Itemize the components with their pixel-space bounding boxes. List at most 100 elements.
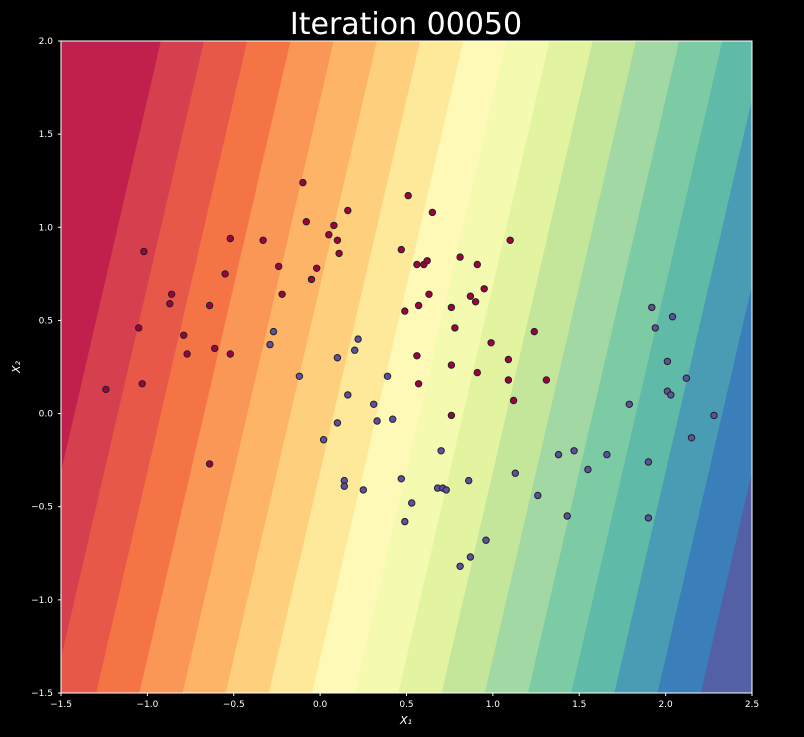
point-class-blue (383, 372, 392, 380)
point-class-blue (554, 450, 563, 459)
point-class-red (530, 327, 538, 336)
contour-band (182, 41, 378, 693)
point-class-blue (687, 434, 696, 442)
point-class-red (542, 376, 551, 384)
point-class-blue (682, 374, 691, 382)
contour-band (139, 41, 335, 693)
point-class-blue (373, 417, 381, 425)
point-class-blue (667, 391, 675, 399)
point-class-red (180, 331, 188, 339)
point-class-red (330, 221, 338, 230)
point-class-blue (710, 411, 718, 420)
point-class-red (487, 339, 495, 347)
contour-band (441, 41, 637, 693)
point-class-red (307, 275, 316, 284)
point-class-red (471, 298, 480, 306)
point-class-red (423, 257, 431, 265)
point-class-blue (340, 482, 348, 490)
point-class-red (302, 218, 310, 226)
point-class-blue (344, 391, 352, 399)
point-class-blue (456, 562, 464, 570)
point-class-blue (269, 327, 278, 336)
point-class-blue (319, 436, 328, 444)
point-class-red (167, 290, 176, 298)
point-class-blue (482, 536, 490, 544)
point-class-blue (442, 486, 450, 494)
points-layer (102, 178, 718, 570)
point-class-blue (354, 335, 362, 343)
point-class-red (226, 234, 235, 243)
point-class-red (313, 264, 321, 272)
y-tick-label: 0.5 (39, 316, 53, 326)
y-tick-label: 0.0 (39, 410, 54, 420)
contour-band (528, 41, 723, 693)
point-class-red (397, 245, 405, 254)
x-axis-label: X₁ (399, 714, 412, 727)
point-class-red (138, 380, 146, 388)
x-tick-label: −0.5 (223, 700, 245, 710)
point-class-red (414, 301, 423, 310)
point-class-red (275, 262, 283, 271)
point-class-blue (295, 372, 304, 380)
point-class-blue (401, 517, 409, 526)
y-tick-label: 1.5 (39, 130, 53, 140)
x-tick-label: 2.5 (745, 700, 759, 710)
point-class-red (221, 270, 229, 278)
x-tick-label: −1.0 (136, 700, 158, 710)
y-tick-label: −1.5 (31, 689, 53, 699)
contour-band (657, 285, 752, 693)
point-class-red (447, 361, 456, 369)
point-class-red (473, 260, 481, 269)
contour-band (61, 41, 162, 475)
x-axis: −1.5 −1.0 −0.5 0.0 0.5 1.0 1.5 2.0 2.5 (50, 693, 759, 710)
y-axis: 2.0 1.5 1.0 0.5 0.0 −0.5 −1.0 −1.5 (31, 37, 61, 699)
x-tick-label: −1.5 (50, 700, 72, 710)
y-tick-label: 1.0 (39, 223, 54, 233)
point-class-blue (651, 324, 659, 332)
point-class-blue (437, 447, 445, 455)
point-class-blue (663, 357, 672, 366)
y-tick-label: −0.5 (31, 503, 53, 513)
point-class-red (102, 385, 110, 394)
point-class-red (466, 292, 475, 300)
point-class-red (278, 290, 286, 298)
y-axis-label: X₂ (10, 360, 23, 374)
x-tick-label: 1.5 (572, 700, 586, 710)
point-class-red (404, 191, 412, 200)
contour-band (312, 41, 507, 693)
point-class-red (299, 178, 307, 187)
point-class-red (325, 231, 333, 239)
point-class-blue (266, 340, 274, 349)
point-class-red (506, 236, 514, 245)
point-class-blue (466, 553, 475, 561)
point-class-blue (644, 514, 653, 522)
point-class-red (509, 396, 518, 405)
point-class-blue (389, 415, 397, 423)
point-class-red (425, 290, 433, 298)
point-class-blue (465, 476, 473, 485)
point-class-red (413, 260, 421, 269)
point-class-blue (359, 486, 367, 494)
point-class-red (451, 324, 459, 332)
point-class-blue (603, 450, 611, 459)
point-class-red (504, 376, 513, 384)
point-class-blue (648, 303, 656, 312)
x-tick-label: 1.0 (486, 700, 501, 710)
point-class-blue (370, 400, 378, 408)
point-class-blue (584, 465, 592, 474)
point-class-blue (351, 346, 359, 354)
point-class-red (456, 253, 464, 261)
point-class-red (135, 324, 143, 332)
point-class-red (401, 307, 409, 315)
x-tick-label: 0.5 (399, 700, 413, 710)
point-class-blue (570, 447, 578, 455)
point-class-blue (397, 475, 405, 483)
point-class-red (504, 355, 513, 364)
point-class-red (447, 411, 456, 420)
point-class-blue (333, 419, 342, 427)
contour-band (268, 41, 464, 693)
point-class-red (333, 236, 342, 245)
contour-band (700, 471, 752, 693)
point-class-blue (408, 499, 416, 507)
